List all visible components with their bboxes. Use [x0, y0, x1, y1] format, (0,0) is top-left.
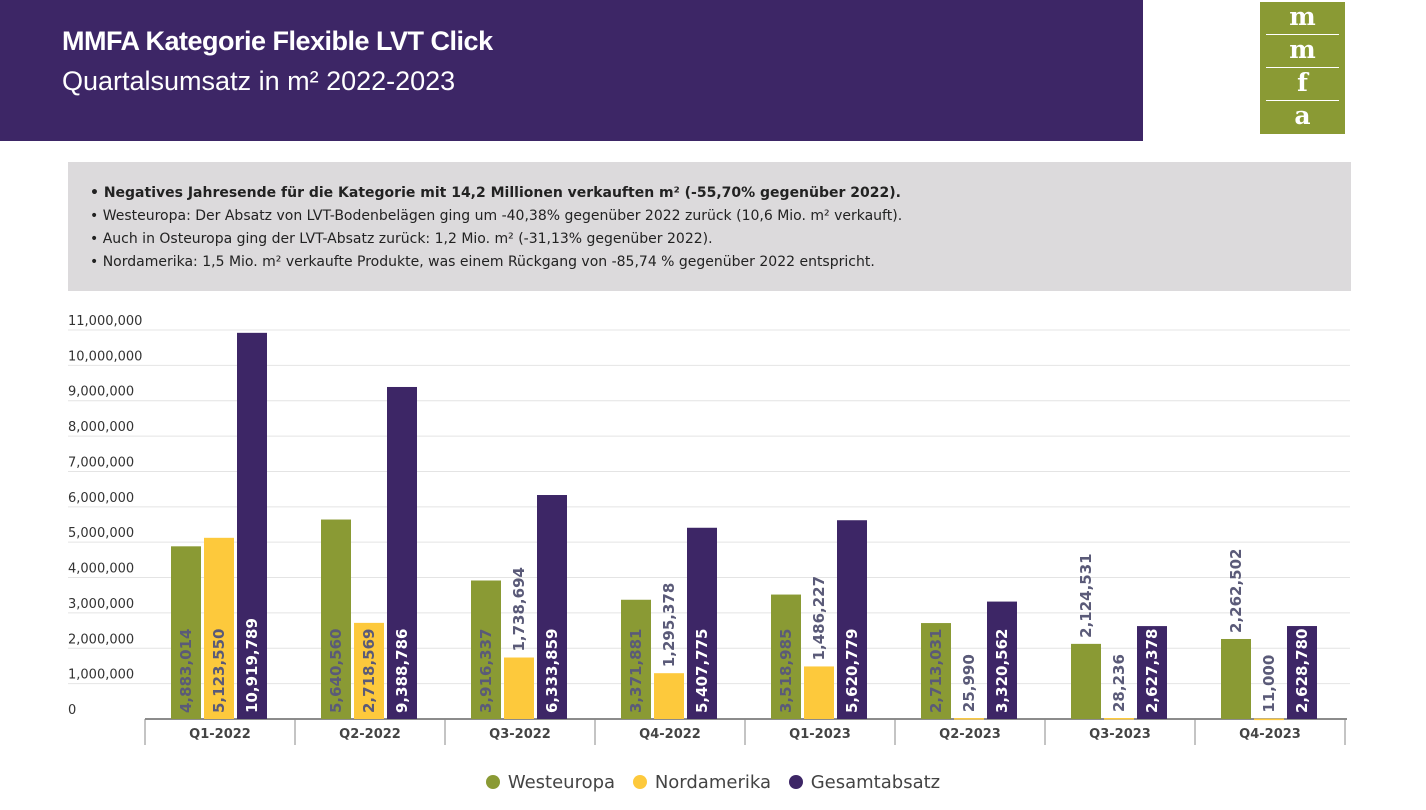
y-tick-label: 0	[68, 703, 76, 718]
bar-westeuropa	[1221, 638, 1251, 719]
data-label: 2,713,031	[927, 629, 945, 713]
y-tick-label: 9,000,000	[68, 385, 134, 400]
summary-bullet: • Negatives Jahresende für die Kategorie…	[90, 185, 901, 201]
data-label: 2,628,780	[1293, 629, 1311, 713]
data-label: 5,640,560	[327, 629, 345, 713]
data-label: 3,916,337	[477, 629, 495, 713]
bar-gesamtabsatz	[1287, 626, 1317, 719]
x-tick-label: Q1-2023	[789, 727, 851, 742]
data-label: 2,718,569	[360, 629, 378, 713]
legend-label: Westeuropa	[507, 772, 616, 793]
bar-gesamtabsatz	[237, 332, 267, 719]
x-tick-label: Q1-2022	[189, 727, 251, 742]
bar-gesamtabsatz	[537, 495, 567, 719]
logo-letter: m	[1266, 2, 1339, 35]
summary-box: • Negatives Jahresende für die Kategorie…	[68, 162, 1351, 291]
data-label: 2,124,531	[1077, 553, 1095, 637]
summary-bullet: • Westeuropa: Der Absatz von LVT-Bodenbe…	[90, 208, 903, 224]
y-tick-label: 6,000,000	[68, 491, 134, 506]
legend-label: Nordamerika	[654, 772, 771, 793]
bar-nordamerika	[804, 666, 834, 719]
x-tick-label: Q4-2022	[639, 727, 701, 742]
bar-nordamerika	[504, 657, 534, 719]
y-tick-label: 3,000,000	[68, 597, 134, 612]
header-banner: MMFA Kategorie Flexible LVT Click Quarta…	[0, 0, 1143, 141]
legend: Westeuropa Nordamerika Gesamtabsatz	[0, 772, 1426, 793]
x-tick-label: Q3-2022	[489, 727, 551, 742]
data-label: 1,486,227	[810, 576, 828, 660]
logo-letter: a	[1294, 101, 1311, 130]
bar-westeuropa	[621, 599, 651, 719]
y-tick-label: 10,000,000	[68, 349, 142, 364]
bar-gesamtabsatz	[1137, 626, 1167, 719]
bar-westeuropa	[171, 546, 201, 719]
x-tick-label: Q4-2023	[1239, 727, 1301, 742]
data-label: 5,123,550	[210, 629, 228, 713]
data-label: 2,262,502	[1227, 549, 1245, 633]
summary-bullet: • Nordamerika: 1,5 Mio. m² verkaufte Pro…	[90, 254, 875, 270]
data-label: 5,620,779	[843, 629, 861, 713]
bar-nordamerika	[1104, 718, 1134, 720]
bar-nordamerika	[1254, 718, 1284, 721]
bar-nordamerika	[954, 718, 984, 720]
legend-label: Gesamtabsatz	[810, 772, 941, 793]
bar-westeuropa	[1071, 643, 1101, 719]
y-tick-label: 4,000,000	[68, 562, 134, 577]
data-label: 3,371,881	[627, 629, 645, 713]
legend-swatch	[788, 775, 803, 789]
bar-gesamtabsatz	[387, 386, 417, 719]
bar-nordamerika	[354, 622, 384, 719]
legend-swatch	[632, 775, 647, 789]
bar-gesamtabsatz	[987, 601, 1017, 719]
data-label: 2,627,378	[1143, 629, 1161, 713]
legend-item-nordamerika: Nordamerika	[632, 772, 771, 793]
data-label: 10,919,789	[243, 618, 261, 713]
bar-gesamtabsatz	[687, 527, 717, 719]
y-tick-label: 7,000,000	[68, 455, 134, 470]
data-label: 4,883,014	[177, 629, 195, 713]
y-tick-label: 11,000,000	[68, 314, 142, 329]
data-label: 3,518,985	[777, 629, 795, 713]
data-label: 28,236	[1110, 654, 1128, 712]
logo-letter: m	[1266, 35, 1339, 68]
data-label: 11,000	[1260, 655, 1278, 713]
summary-bullet: • Auch in Osteuropa ging der LVT-Absatz …	[90, 231, 713, 247]
page-title: MMFA Kategorie Flexible LVT Click	[62, 26, 493, 56]
bar-nordamerika	[204, 537, 234, 719]
x-tick-label: Q2-2022	[339, 727, 401, 742]
data-label: 3,320,562	[993, 629, 1011, 713]
data-label: 1,295,378	[660, 583, 678, 667]
data-label: 6,333,859	[543, 629, 561, 713]
data-label: 9,388,786	[393, 629, 411, 713]
mmfa-logo: m m f a	[1260, 2, 1345, 134]
bar-chart: 0 1,000,000 2,000,000 3,000,000 4,000,000 5,0…	[68, 314, 1350, 745]
x-tick-label: Q3-2023	[1089, 727, 1151, 742]
x-tick-label: Q2-2023	[939, 727, 1001, 742]
legend-item-westeuropa: Westeuropa	[485, 772, 616, 793]
bar-westeuropa	[471, 580, 501, 719]
bar-westeuropa	[321, 519, 351, 719]
legend-swatch	[485, 775, 500, 789]
data-label: 1,738,694	[510, 567, 528, 651]
bar-westeuropa	[771, 594, 801, 719]
legend-item-gesamtabsatz: Gesamtabsatz	[788, 772, 941, 793]
y-tick-label: 5,000,000	[68, 526, 134, 541]
y-tick-label: 2,000,000	[68, 632, 134, 647]
bar-gesamtabsatz	[837, 520, 867, 719]
bar-nordamerika	[654, 673, 684, 719]
y-tick-label: 1,000,000	[68, 668, 134, 683]
data-label: 25,990	[960, 654, 978, 712]
y-tick-label: 8,000,000	[68, 420, 134, 435]
logo-letter: f	[1266, 68, 1339, 101]
data-label: 5,407,775	[693, 629, 711, 713]
bar-westeuropa	[921, 623, 951, 719]
page-subtitle: Quartalsumsatz in m² 2022-2023	[62, 66, 456, 96]
